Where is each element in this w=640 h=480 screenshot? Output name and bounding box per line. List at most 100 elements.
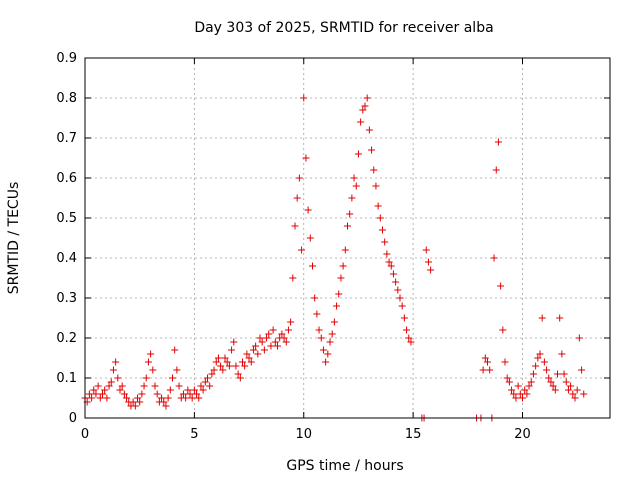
data-point [578, 366, 586, 374]
data-point [204, 374, 211, 382]
data-point [403, 326, 411, 334]
data-point [228, 346, 236, 354]
data-point [186, 390, 194, 398]
data-point [153, 390, 161, 398]
data-point [521, 386, 529, 394]
data-point [337, 274, 345, 282]
data-point [271, 338, 279, 346]
data-point [505, 378, 513, 386]
data-point [199, 386, 207, 394]
data-point [536, 350, 544, 358]
data-point [302, 154, 310, 162]
data-point [225, 362, 233, 370]
data-point [162, 402, 170, 410]
data-point [365, 126, 373, 134]
data-point [534, 354, 542, 362]
data-point [319, 346, 327, 354]
data-point [492, 166, 500, 174]
data-point [514, 382, 522, 390]
data-point [580, 390, 588, 398]
data-point [85, 390, 93, 398]
tick-labels: 0 0.1 0.2 0.3 0.4 0.5 0.6 0.7 0.8 0.9 0 5 10 15 20 [56, 51, 530, 442]
data-point [280, 334, 288, 342]
data-point [256, 334, 264, 342]
data-point [295, 174, 303, 182]
data-point [354, 150, 362, 158]
data-point [219, 366, 227, 374]
y-tick-label: 0.7 [56, 131, 77, 146]
data-point [151, 382, 159, 390]
data-point [339, 262, 347, 270]
y-axis-label: SRMTID / TECUs [6, 182, 22, 295]
data-point [214, 354, 222, 362]
data-point [109, 366, 117, 374]
data-point [269, 326, 277, 334]
data-point [300, 94, 308, 102]
data-point [123, 394, 131, 402]
data-point [245, 354, 253, 362]
data-point [479, 366, 487, 374]
data-point [247, 358, 255, 366]
grid-lines [85, 58, 610, 418]
data-point [94, 382, 102, 390]
data-point [346, 210, 354, 218]
data-point [330, 318, 338, 326]
data-point [188, 394, 196, 402]
y-tick-label: 0.8 [56, 91, 77, 106]
x-tick-label: 5 [190, 427, 198, 442]
data-point [499, 326, 507, 334]
data-point [278, 330, 286, 338]
data-point [510, 390, 518, 398]
data-point [160, 398, 168, 406]
data-point [370, 166, 378, 174]
data-point [400, 314, 408, 322]
data-point [101, 386, 109, 394]
data-point [144, 358, 152, 366]
data-point [519, 394, 526, 402]
data-point [361, 102, 369, 110]
data-point [195, 394, 203, 402]
data-point [335, 290, 343, 298]
data-point [193, 390, 201, 398]
data-point [344, 222, 351, 230]
data-point [350, 174, 358, 182]
plot-frame [84, 57, 611, 419]
x-tick-label: 10 [295, 427, 312, 442]
data-point [223, 358, 231, 366]
x-tick-label: 0 [81, 427, 89, 442]
data-point [263, 334, 271, 342]
y-tick-label: 0.3 [56, 291, 77, 306]
data-point [304, 206, 312, 214]
data-point [333, 302, 341, 310]
data-point [313, 310, 321, 318]
data-point [359, 106, 367, 114]
data-point [118, 382, 126, 390]
data-point [341, 246, 349, 254]
data-point [328, 330, 336, 338]
data-point [554, 370, 561, 378]
data-point [239, 358, 246, 366]
data-point [523, 390, 531, 398]
data-point [368, 146, 376, 154]
data-point [212, 358, 220, 366]
data-point [512, 394, 520, 402]
y-tick-label: 0.5 [56, 211, 77, 226]
data-point [564, 386, 572, 394]
data-point [138, 390, 146, 398]
data-point [427, 266, 435, 274]
y-tick-label: 0 [69, 411, 77, 426]
x-tick-label: 20 [514, 427, 531, 442]
data-point [249, 346, 257, 354]
data-point [486, 366, 494, 374]
data-point [103, 394, 111, 402]
data-point [575, 334, 583, 342]
data-point [164, 394, 172, 402]
data-point [508, 386, 516, 394]
data-point [236, 374, 244, 382]
y-tick-label: 0.1 [56, 371, 77, 386]
data-point [105, 382, 113, 390]
data-point [525, 382, 533, 390]
data-point [424, 258, 432, 266]
chart-title: Day 303 of 2025, SRMTID for receiver alb… [194, 20, 493, 36]
